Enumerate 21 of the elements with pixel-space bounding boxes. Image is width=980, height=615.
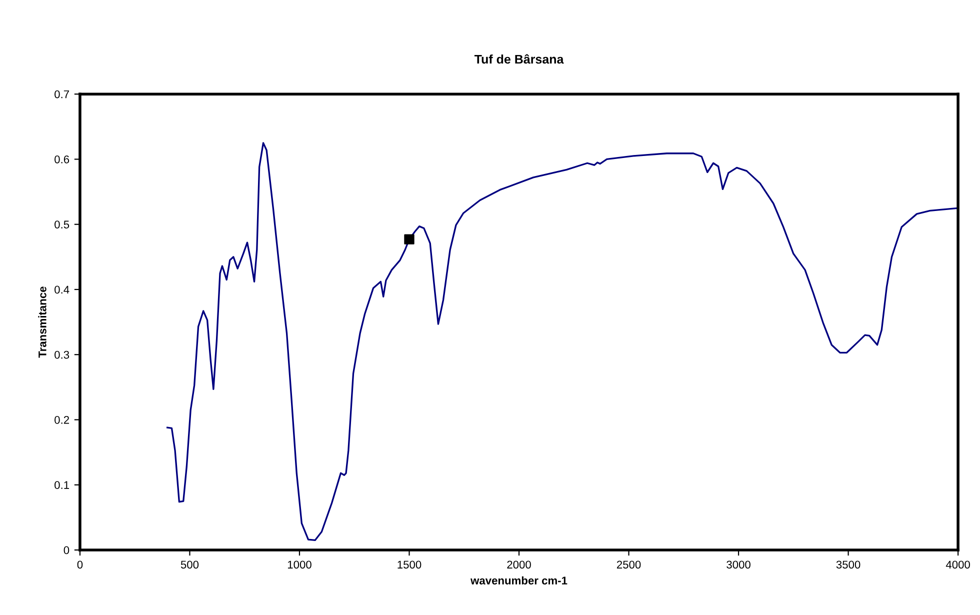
y-tick-label: 0.1 xyxy=(54,481,70,489)
y-tick-label: 0 xyxy=(64,546,70,554)
y-tick-label: 0.2 xyxy=(54,416,69,424)
x-tick-label: 1000 xyxy=(288,560,312,569)
chart-title: Tuf de Bârsana xyxy=(474,54,564,64)
x-tick-label: 4000 xyxy=(946,560,970,569)
line-series xyxy=(166,142,958,542)
x-tick-label: 3000 xyxy=(726,560,750,569)
x-tick-label: 2000 xyxy=(507,560,531,569)
x-tick-label: 2500 xyxy=(616,560,641,569)
y-tick-label: 0.7 xyxy=(54,90,69,98)
y-tick-label: 0.6 xyxy=(54,155,70,164)
x-tick-label: 1500 xyxy=(398,560,422,569)
x-axis-title: wavenumber cm-1 xyxy=(470,576,568,584)
x-tick-label: 3500 xyxy=(836,560,860,569)
y-tick-label: 0.4 xyxy=(54,286,70,294)
x-tick-label: 0 xyxy=(77,560,83,569)
y-tick-label: 0.5 xyxy=(54,220,70,228)
x-tick-label: 500 xyxy=(180,560,199,569)
y-axis-title: Transmitance xyxy=(38,286,46,358)
y-tick-label: 0.3 xyxy=(54,350,70,359)
